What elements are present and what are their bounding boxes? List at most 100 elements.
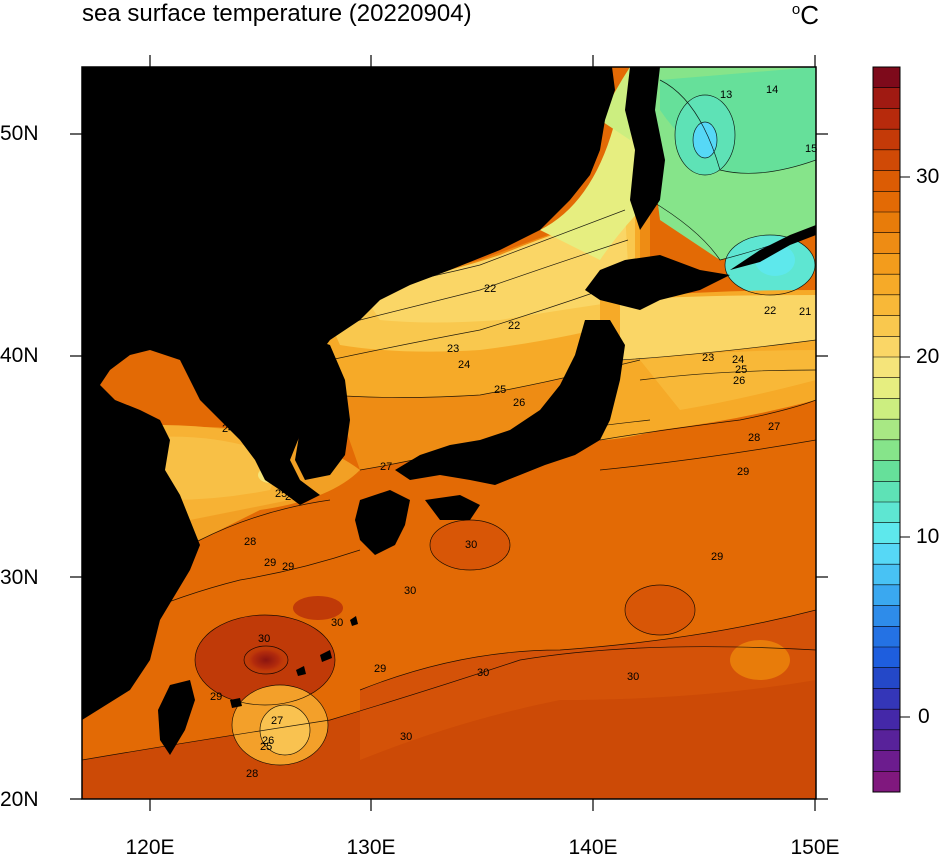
colorbar-label-0: 0 [918,705,930,728]
contour-label: 30 [331,617,343,629]
colorbar-swatch [873,170,900,192]
contour-label: 30 [627,671,639,683]
colorbar-swatch [873,729,900,752]
contour-label: 26 [285,491,297,503]
contour-label: 29 [711,551,723,563]
lat-label-30n: 30N [0,566,39,589]
colorbar-swatch [873,709,900,731]
contour-label: 22 [484,283,496,295]
colorbar-swatch [873,502,900,524]
colorbar-swatch [873,67,900,89]
colorbar-swatch [873,294,900,317]
degree-symbol: o [791,1,801,18]
contour-label: 30 [465,539,477,551]
colorbar-swatch [873,750,900,772]
contour-label: 28 [748,432,760,444]
lon-label-130e: 130E [346,836,396,859]
colorbar-swatch [873,647,900,669]
contour-label: 27 [302,458,314,470]
unit-label: oC [792,0,819,31]
contour-label: 15 [805,143,817,155]
colorbar-swatch [873,543,900,565]
contour-label: 29 [282,561,294,573]
contour-label: 24 [732,354,744,366]
contour-label: 27 [380,461,392,473]
contour-label: 25 [735,364,747,376]
colorbar-swatch [873,315,900,337]
contour-label: 25 [275,488,287,500]
contour-label: 23 [702,352,714,364]
contour-label: 29 [737,466,749,478]
contour-label: 29 [264,557,276,569]
colorbar-swatch [873,129,900,151]
contour-label: 28 [244,536,256,548]
land-masses [82,67,816,755]
lon-label-150e: 150E [790,836,840,859]
colorbar-swatch [873,212,900,234]
contour-label: 30 [258,633,270,645]
lon-label-120e: 120E [125,836,175,859]
colorbar-swatch [873,460,900,482]
colorbar [872,66,901,793]
axis-ticks [70,55,828,811]
contour-label: 21 [799,306,811,318]
colorbar-label-10: 10 [916,525,940,548]
contour-label: 30 [404,585,416,597]
contour-label: 30 [477,667,489,679]
colorbar-swatch [873,439,900,462]
contour-label: 23 [447,343,459,355]
contour-label: 26 [513,397,525,409]
colorbar-swatch [873,481,900,503]
lat-label-20n: 20N [0,788,39,811]
colorbar-label-30: 30 [916,165,940,188]
contour-label: 13 [720,89,732,101]
colorbar-swatch [873,108,900,130]
colorbar-swatch [873,667,900,689]
colorbar-swatch [873,357,900,379]
colorbar-swatch [873,377,900,399]
contour-label: 30 [400,731,412,743]
lat-label-50n: 50N [0,122,39,145]
colorbar-label-20: 20 [916,345,940,368]
colorbar-swatch [873,232,900,254]
lat-label-40n: 40N [0,344,39,367]
colorbar-swatch [873,771,900,793]
contour-label: 26 [262,735,274,747]
colorbar-swatch [873,688,900,710]
colorbar-swatch [873,564,900,586]
contour-label: 29 [374,663,386,675]
unit-celsius: C [800,0,819,30]
colorbar-swatch [873,584,900,607]
colorbar-swatch [873,605,900,627]
contour-label: 27 [271,715,283,727]
colorbar-swatch [873,191,900,213]
contour-label: 24 [458,359,470,371]
colorbar-swatch [873,522,900,544]
contour-label: 24 [222,423,234,435]
contour-label: 27 [768,421,780,433]
colorbar-swatch [873,274,900,296]
contour-label: 14 [766,84,778,96]
contour-label: 29 [210,691,222,703]
contour-label: 25 [494,384,506,396]
colorbar-swatch [873,398,900,420]
map-border [81,66,817,800]
colorbar-swatch [873,149,900,172]
contour-label: 28 [246,768,258,780]
colorbar-swatch [873,626,900,648]
colorbar-border [872,66,901,793]
contour-label: 22 [508,320,520,332]
colorbar-swatch [873,253,900,275]
lon-label-140e: 140E [568,836,618,859]
contour-label: 26 [733,375,745,387]
contour-label: 25 [260,741,272,753]
colorbar-swatch [873,87,900,109]
colorbar-ticks [900,176,910,718]
colorbar-swatch [873,336,900,358]
contour-label: 27 [545,408,557,420]
map-title: sea surface temperature (20220904) [82,0,472,27]
contour-label: 22 [764,305,776,317]
colorbar-swatch [873,419,900,441]
